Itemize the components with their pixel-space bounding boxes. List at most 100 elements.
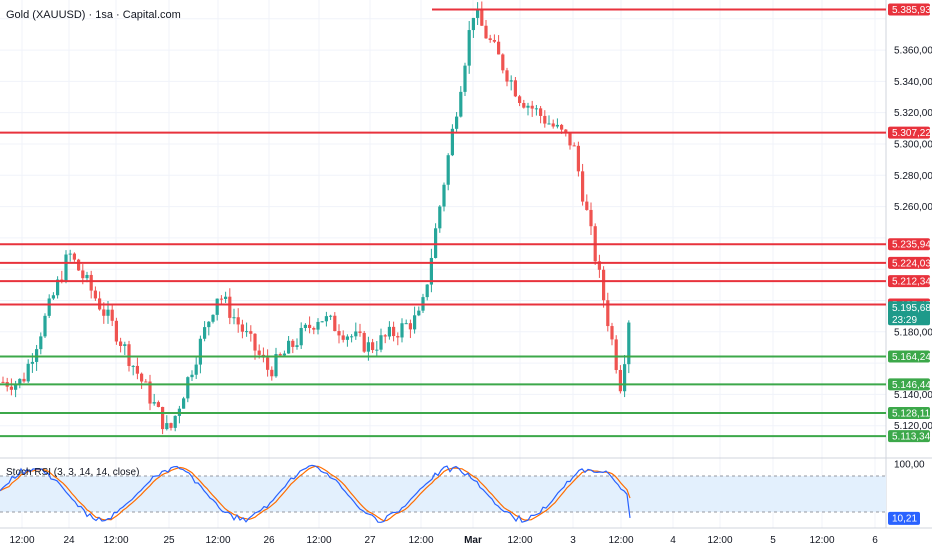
candle-down: [589, 202, 593, 235]
candle-body: [442, 184, 446, 207]
candle-up: [438, 205, 442, 233]
price-axis[interactable]: 5.120,00 5.140,00 5.180,00 5.260,00 5.280,00…: [894, 46, 932, 471]
stoch-rsi-band: [0, 475, 886, 513]
candle-down: [236, 308, 240, 333]
candle-up: [455, 112, 459, 134]
candle-body: [610, 326, 614, 340]
candle-down: [513, 76, 517, 98]
support-badge-label: 5.164,24: [892, 352, 931, 363]
candle-down: [497, 35, 501, 55]
candle-up: [534, 104, 538, 116]
candle-body: [39, 336, 43, 350]
horizontal-levels[interactable]: [0, 8, 886, 438]
price-tick-label: 5.140,00: [894, 390, 932, 401]
candle-up: [224, 291, 228, 303]
candle-down: [518, 94, 522, 107]
stoch-value-label: 10,21: [892, 513, 917, 524]
candle-body: [207, 321, 211, 328]
candle-body: [488, 38, 492, 41]
candle-up: [324, 311, 328, 327]
candle-up: [207, 321, 211, 336]
candle-down: [484, 19, 488, 39]
resistance-badge: 5.307,22: [888, 126, 931, 139]
candles: [1, 1, 631, 435]
candle-up: [152, 393, 156, 406]
time-axis[interactable]: 12:00 24 12:00 25 12:00 26 12:00 27 12:00 Mar 12:0…: [9, 535, 878, 546]
candle-body: [497, 41, 501, 55]
candle-down: [140, 372, 144, 389]
time-tick-hour: 12:00: [507, 535, 532, 546]
resistance-badge: 5.212,34: [888, 275, 931, 288]
candle-up: [413, 306, 417, 334]
candle-body: [240, 324, 244, 332]
candle-body: [245, 331, 249, 333]
candle-up: [203, 321, 207, 342]
candle-up: [467, 21, 471, 74]
candle-up: [43, 313, 47, 338]
time-tick-day: 5: [770, 535, 776, 546]
candle-body: [106, 309, 110, 316]
time-tick-day: 4: [670, 535, 676, 546]
time-tick-day: 27: [364, 535, 376, 546]
candle-body: [459, 91, 463, 117]
candle-down: [551, 119, 555, 129]
candle-body: [278, 354, 282, 356]
stoch-value-badge: 10,21: [888, 511, 920, 525]
candle-body: [156, 402, 160, 407]
candle-down: [249, 325, 253, 342]
support-badge: 5.128,11: [888, 407, 931, 420]
candle-body: [291, 340, 295, 347]
candle-up: [547, 115, 551, 125]
candle-body: [123, 344, 127, 346]
candle-up: [173, 415, 177, 432]
candle-body: [602, 269, 606, 301]
candle-up: [320, 321, 324, 323]
candle-body: [173, 415, 177, 428]
candle-down: [610, 322, 614, 346]
candle-body: [522, 102, 526, 108]
candle-body: [539, 108, 543, 116]
candle-body: [287, 340, 291, 354]
candle-body: [228, 296, 232, 318]
candle-body: [341, 335, 345, 340]
candle-down: [492, 34, 496, 44]
candle-up: [245, 322, 249, 337]
candle-down: [266, 349, 270, 377]
candle-body: [253, 333, 257, 351]
candle-body: [564, 129, 568, 133]
candle-body: [316, 321, 320, 330]
candle-body: [93, 290, 97, 299]
candle-body: [72, 253, 76, 260]
candle-body: [606, 300, 610, 327]
candle-body: [396, 336, 400, 338]
candle-up: [282, 350, 286, 356]
candle-body: [14, 383, 18, 390]
candle-body: [362, 332, 366, 352]
candle-up: [39, 332, 43, 355]
candle-up: [463, 62, 467, 96]
candle-down: [337, 324, 341, 344]
candle-body: [434, 228, 438, 258]
candle-body: [572, 145, 576, 147]
candle-up: [35, 344, 39, 371]
candle-up: [299, 322, 303, 349]
candle-up: [295, 338, 299, 350]
candle-up: [329, 314, 333, 320]
candle-down: [568, 132, 572, 150]
candle-up: [211, 314, 215, 324]
candle-down: [148, 374, 152, 411]
candle-body: [366, 342, 370, 352]
candle-body: [375, 349, 379, 351]
candle-up: [303, 323, 307, 332]
candle-body: [186, 377, 190, 399]
current-price-badge-bg: [888, 301, 930, 326]
candle-up: [287, 335, 291, 354]
stoch-band-fill: [0, 476, 886, 512]
candle-body: [148, 381, 152, 404]
candle-body: [1, 381, 5, 383]
resistance-badge-bg: [888, 238, 930, 251]
candle-body: [211, 314, 215, 322]
time-tick-hour: 12:00: [608, 535, 633, 546]
candle-up: [190, 370, 194, 382]
